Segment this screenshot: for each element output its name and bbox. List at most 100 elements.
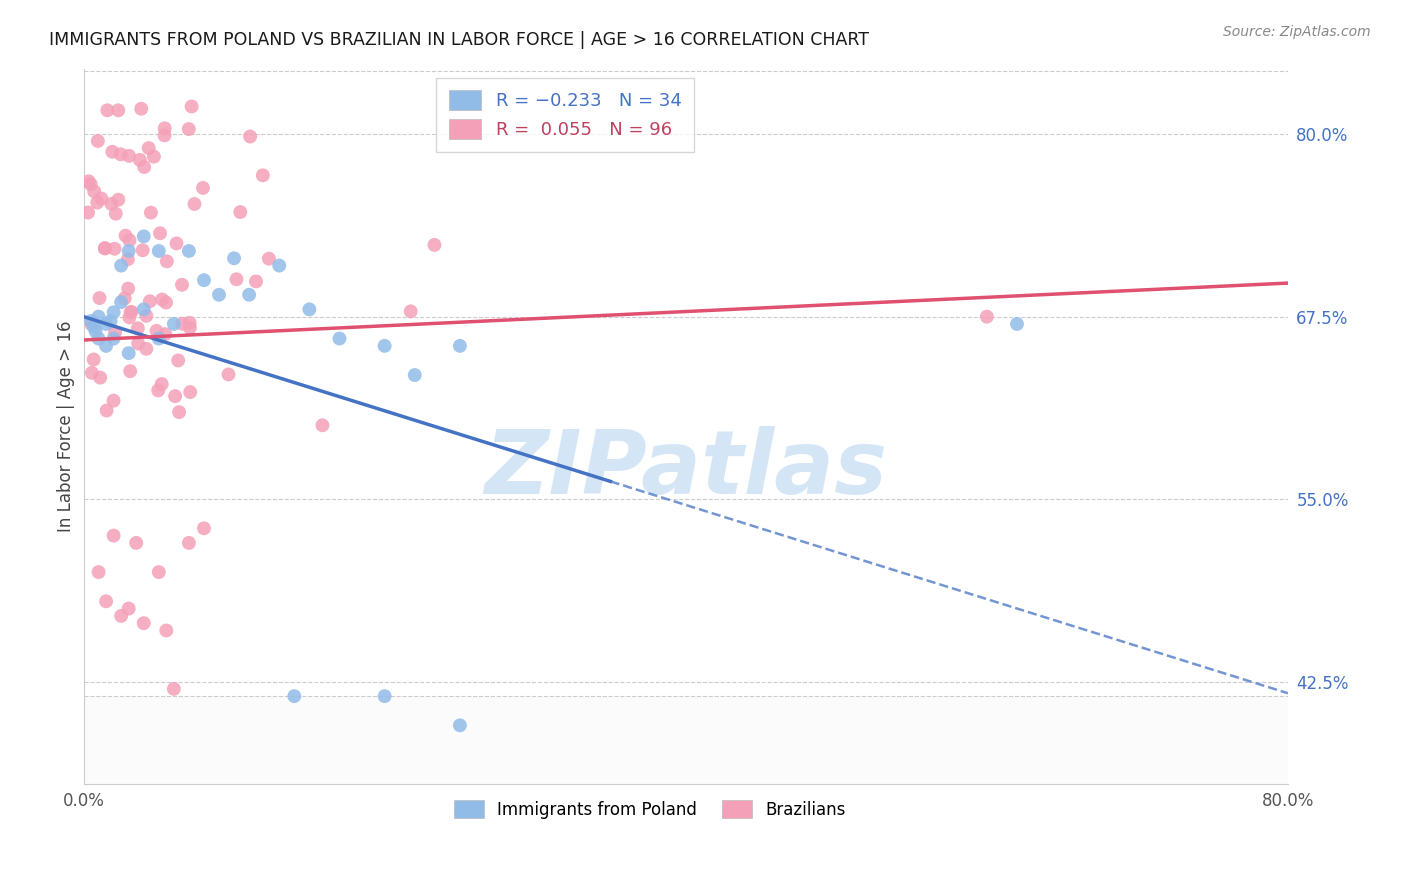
Point	[132, 229, 155, 244]
Point	[118, 601, 141, 615]
Point	[118, 149, 141, 163]
Point	[89, 291, 111, 305]
Point	[298, 302, 321, 317]
Point	[80, 314, 103, 328]
Point	[155, 624, 177, 638]
Point	[94, 241, 117, 255]
Point	[149, 226, 172, 240]
Point	[129, 102, 152, 116]
Point	[150, 377, 173, 392]
Point	[104, 207, 127, 221]
Point	[179, 316, 201, 330]
Point	[311, 418, 333, 433]
Legend: Immigrants from Poland, Brazilians: Immigrants from Poland, Brazilians	[447, 794, 852, 825]
Point	[135, 342, 157, 356]
Point	[328, 332, 350, 346]
Point	[104, 325, 127, 339]
Point	[238, 287, 260, 301]
Point	[100, 314, 122, 328]
Point	[80, 366, 103, 380]
Point	[110, 608, 132, 623]
Point	[96, 403, 118, 417]
Point	[80, 318, 103, 332]
Point	[87, 134, 110, 148]
Point	[218, 368, 240, 382]
Point	[142, 150, 165, 164]
Point	[177, 122, 200, 136]
Point	[139, 294, 162, 309]
Point	[77, 174, 100, 188]
Point	[107, 103, 129, 118]
Point	[103, 528, 125, 542]
Point	[156, 254, 179, 268]
Point	[269, 259, 291, 273]
Point	[208, 287, 231, 301]
Point	[165, 389, 187, 403]
Point	[222, 252, 245, 266]
Point	[101, 145, 124, 159]
Point	[191, 181, 214, 195]
Text: Source: ZipAtlas.com: Source: ZipAtlas.com	[1223, 25, 1371, 39]
Point	[117, 252, 139, 267]
Point	[96, 103, 118, 118]
Point	[120, 364, 142, 378]
Point	[155, 327, 177, 342]
Point	[94, 317, 117, 331]
Point	[87, 565, 110, 579]
Point	[110, 147, 132, 161]
Point	[132, 616, 155, 631]
Point	[100, 197, 122, 211]
Point	[87, 310, 110, 324]
Point	[94, 594, 117, 608]
Point	[118, 310, 141, 325]
Point	[103, 242, 125, 256]
Point	[177, 536, 200, 550]
Point	[193, 273, 215, 287]
Point	[135, 309, 157, 323]
Point	[252, 169, 274, 183]
Point	[283, 689, 305, 703]
Point	[120, 305, 142, 319]
Point	[976, 310, 998, 324]
Point	[239, 129, 262, 144]
Point	[179, 320, 201, 334]
Point	[245, 274, 267, 288]
Point	[120, 305, 142, 319]
Y-axis label: In Labor Force | Age > 16: In Labor Force | Age > 16	[58, 320, 75, 532]
Point	[138, 141, 160, 155]
Point	[179, 385, 201, 400]
Point	[148, 565, 170, 579]
Point	[150, 293, 173, 307]
Point	[166, 236, 188, 251]
Text: IMMIGRANTS FROM POLAND VS BRAZILIAN IN LABOR FORCE | AGE > 16 CORRELATION CHART: IMMIGRANTS FROM POLAND VS BRAZILIAN IN L…	[49, 31, 869, 49]
Point	[153, 121, 176, 136]
Point	[163, 317, 186, 331]
Point	[77, 205, 100, 219]
Point	[180, 99, 202, 113]
Point	[148, 384, 170, 398]
Point	[127, 336, 149, 351]
Point	[172, 317, 194, 331]
Point	[90, 192, 112, 206]
Point	[94, 339, 117, 353]
Point	[193, 521, 215, 535]
Point	[110, 295, 132, 310]
Point	[86, 195, 108, 210]
Point	[153, 128, 176, 143]
Point	[87, 332, 110, 346]
Point	[80, 177, 103, 191]
Point	[83, 352, 105, 367]
Point	[103, 332, 125, 346]
Point	[257, 252, 280, 266]
Point	[103, 305, 125, 319]
Point	[103, 393, 125, 408]
Point	[177, 244, 200, 258]
Point	[134, 160, 156, 174]
Point	[374, 689, 396, 703]
Point	[163, 681, 186, 696]
Point	[148, 332, 170, 346]
Point	[110, 259, 132, 273]
Point	[155, 295, 177, 310]
Point	[170, 277, 193, 292]
Point	[128, 153, 150, 167]
